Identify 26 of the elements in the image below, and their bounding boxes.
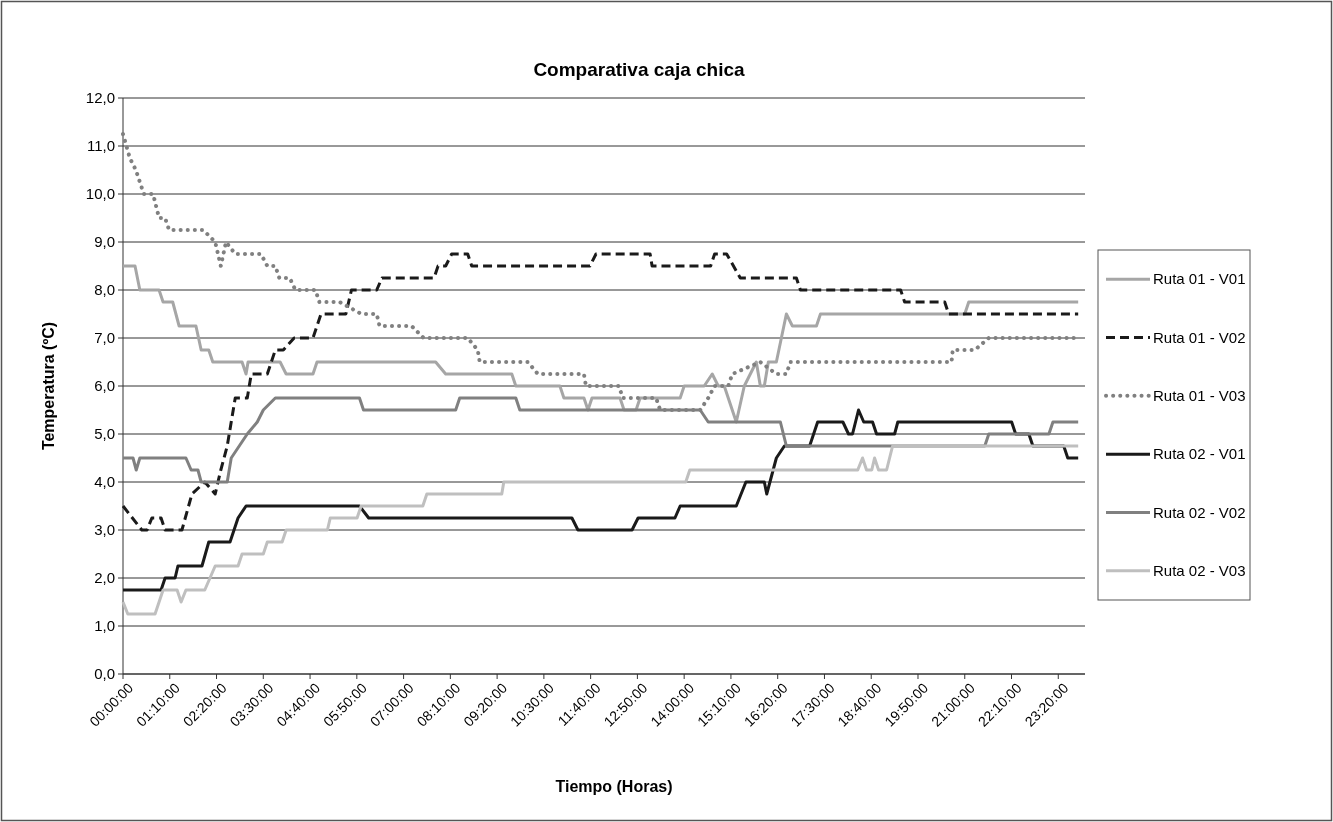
y-tick-label: 12,0	[85, 89, 115, 107]
chart-title: Comparativa caja chica	[533, 59, 746, 80]
y-tick-label: 3,0	[94, 521, 115, 539]
y-tick-label: 0,0	[94, 665, 115, 683]
legend-label: Ruta 01 - V03	[1153, 387, 1246, 405]
y-tick-label: 2,0	[94, 569, 115, 587]
y-tick-label: 1,0	[94, 617, 115, 635]
legend-label: Ruta 01 - V02	[1153, 328, 1246, 346]
y-tick-label: 4,0	[94, 473, 115, 491]
y-tick-label: 8,0	[94, 281, 115, 299]
legend-label: Ruta 01 - V01	[1153, 270, 1246, 288]
legend-label: Ruta 02 - V02	[1153, 503, 1246, 521]
x-axis-title: Tiempo (Horas)	[555, 778, 673, 795]
line-series	[121, 408, 1080, 592]
legend-label: Ruta 02 - V01	[1153, 445, 1246, 463]
y-tick-label: 9,0	[94, 233, 115, 251]
y-tick-label: 5,0	[94, 425, 115, 443]
y-tick-label: 7,0	[94, 329, 115, 347]
y-tick-label: 10,0	[85, 185, 115, 203]
line-series	[121, 264, 1080, 424]
line-series	[121, 252, 1080, 532]
y-tick-label: 6,0	[94, 377, 115, 395]
line-series	[121, 444, 1080, 616]
legend-label: Ruta 02 - V03	[1153, 562, 1246, 580]
y-tick-label: 11,0	[86, 137, 115, 155]
y-axis-title: Temperatura (ºC)	[40, 321, 57, 451]
